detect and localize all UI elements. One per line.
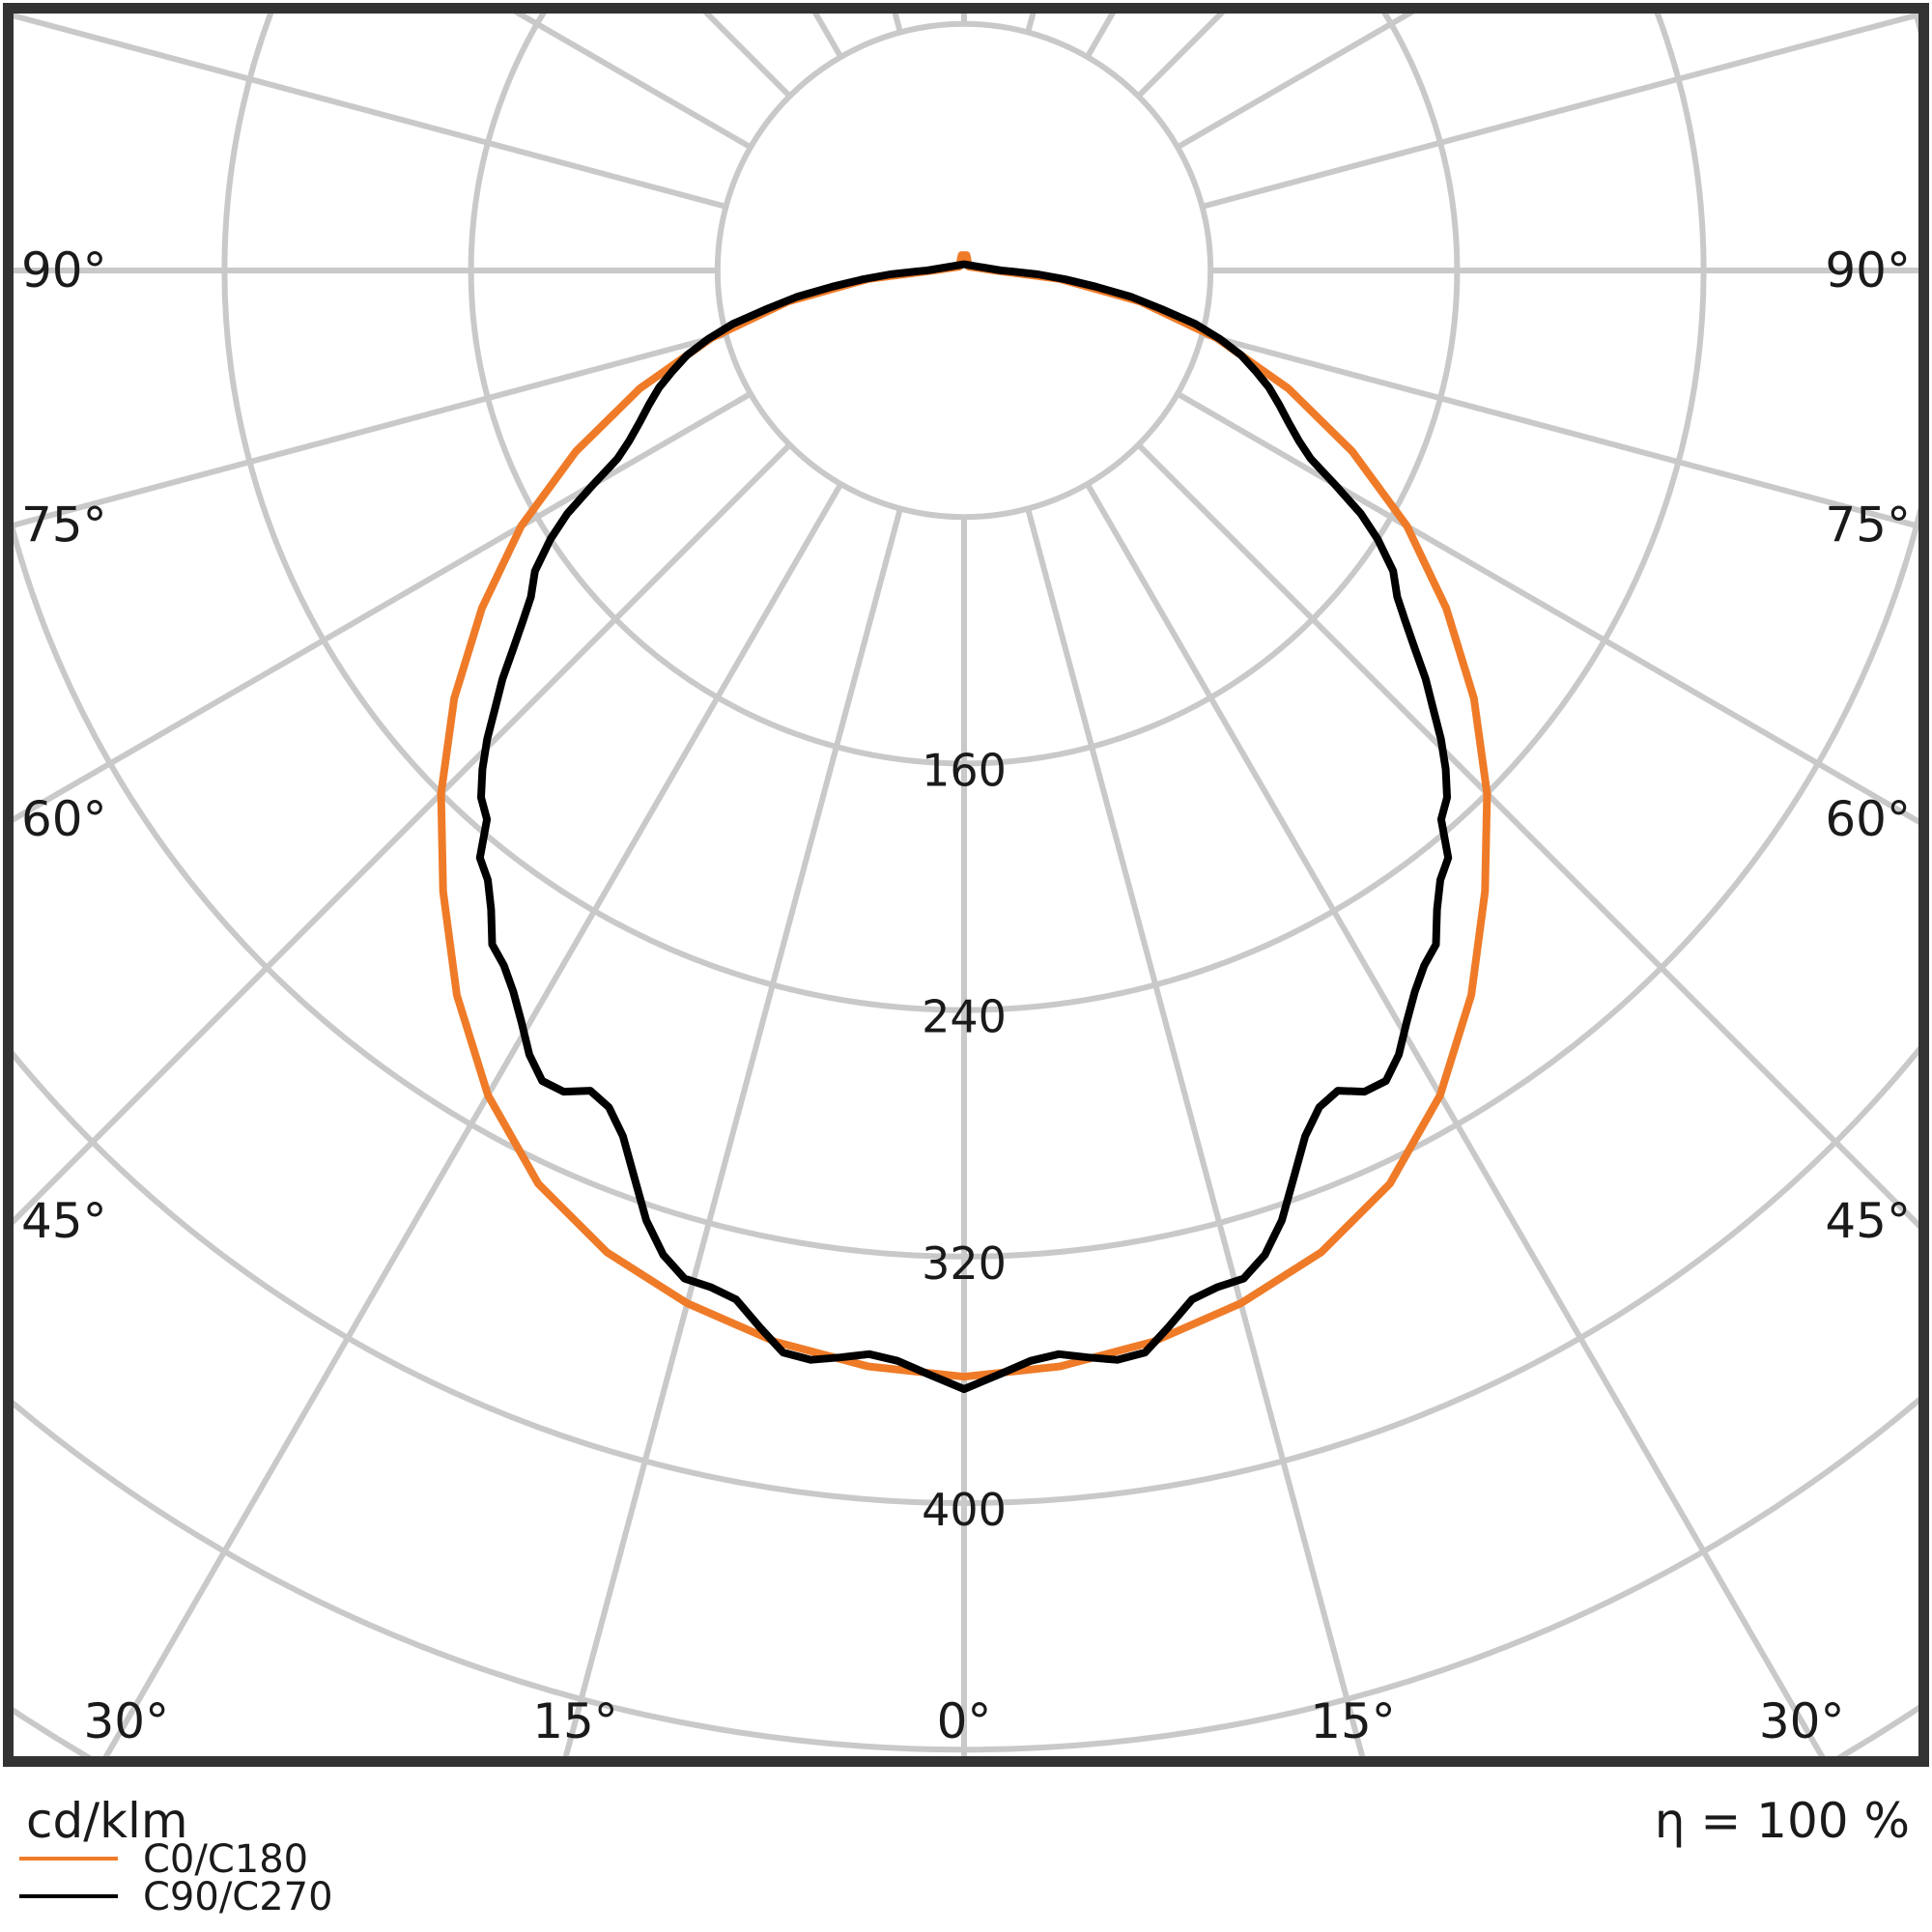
- grid-ray-345: [562, 507, 903, 1756]
- angle-tick-bottom-1: 15°: [532, 1693, 618, 1749]
- grid-ray-105: [1201, 14, 1918, 210]
- legend-label-c90: C90/C270: [143, 1875, 333, 1919]
- grid-ray-300: [14, 391, 753, 823]
- angle-tick-bottom-3: 15°: [1310, 1693, 1396, 1749]
- radial-tick-320: 320: [922, 1237, 1007, 1290]
- angle-tick-bottom-0: 30°: [83, 1693, 169, 1749]
- radial-tick-400: 400: [922, 1484, 1007, 1536]
- angle-tick-left-90°: 90°: [21, 242, 107, 298]
- grid-ray-315: [14, 442, 792, 1226]
- grid-ray-75: [1201, 331, 1918, 529]
- efficiency-label: η = 100 %: [1655, 1793, 1910, 1849]
- angle-tick-bottom-2: 0°: [937, 1693, 992, 1749]
- angle-tick-left-60°: 60°: [21, 791, 107, 847]
- angle-tick-right-60°: 60°: [1825, 791, 1911, 847]
- grid-ray-60: [1176, 391, 1918, 825]
- grid-ray-285: [14, 331, 727, 528]
- angle-tick-left-45°: 45°: [21, 1193, 107, 1249]
- legend: C0/C180 C90/C270: [19, 1837, 333, 1919]
- grid-ray-30: [1085, 482, 1826, 1756]
- radial-tick-labels: 160 240 320 400: [922, 744, 1007, 1536]
- curve-C90-C270: [475, 260, 1453, 1393]
- angle-tick-right-75°: 75°: [1825, 497, 1911, 554]
- grid-ray-255: [14, 14, 727, 210]
- angle-tick-left-75°: 75°: [21, 497, 107, 554]
- legend-label-c0: C0/C180: [143, 1837, 308, 1882]
- angle-tick-labels: 90° 90° 75° 75° 60° 60° 45° 45° 30° 15° 0° 15° 30°: [21, 242, 1911, 1749]
- radial-tick-160: 160: [922, 744, 1007, 796]
- unit-label: cd/klm: [26, 1793, 188, 1849]
- grid-ray-330: [102, 482, 843, 1756]
- intensity-curves: [437, 251, 1492, 1393]
- angle-tick-bottom-4: 30°: [1759, 1693, 1845, 1749]
- plot-frame: [3, 3, 1929, 1767]
- angle-tick-right-45°: 45°: [1825, 1193, 1911, 1249]
- angle-tick-right-90°: 90°: [1825, 242, 1911, 298]
- grid-ray-45: [1136, 442, 1918, 1230]
- radial-tick-240: 240: [922, 991, 1007, 1043]
- grid-ray-15: [1025, 507, 1366, 1756]
